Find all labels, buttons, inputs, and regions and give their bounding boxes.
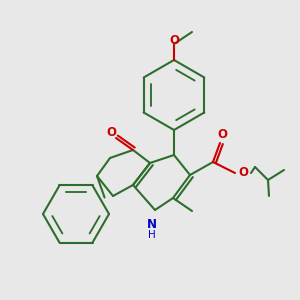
Text: O: O <box>169 34 179 46</box>
Text: N: N <box>147 218 157 230</box>
Text: O: O <box>238 167 248 179</box>
Text: O: O <box>217 128 227 142</box>
Text: O: O <box>106 125 116 139</box>
Text: H: H <box>148 230 156 240</box>
